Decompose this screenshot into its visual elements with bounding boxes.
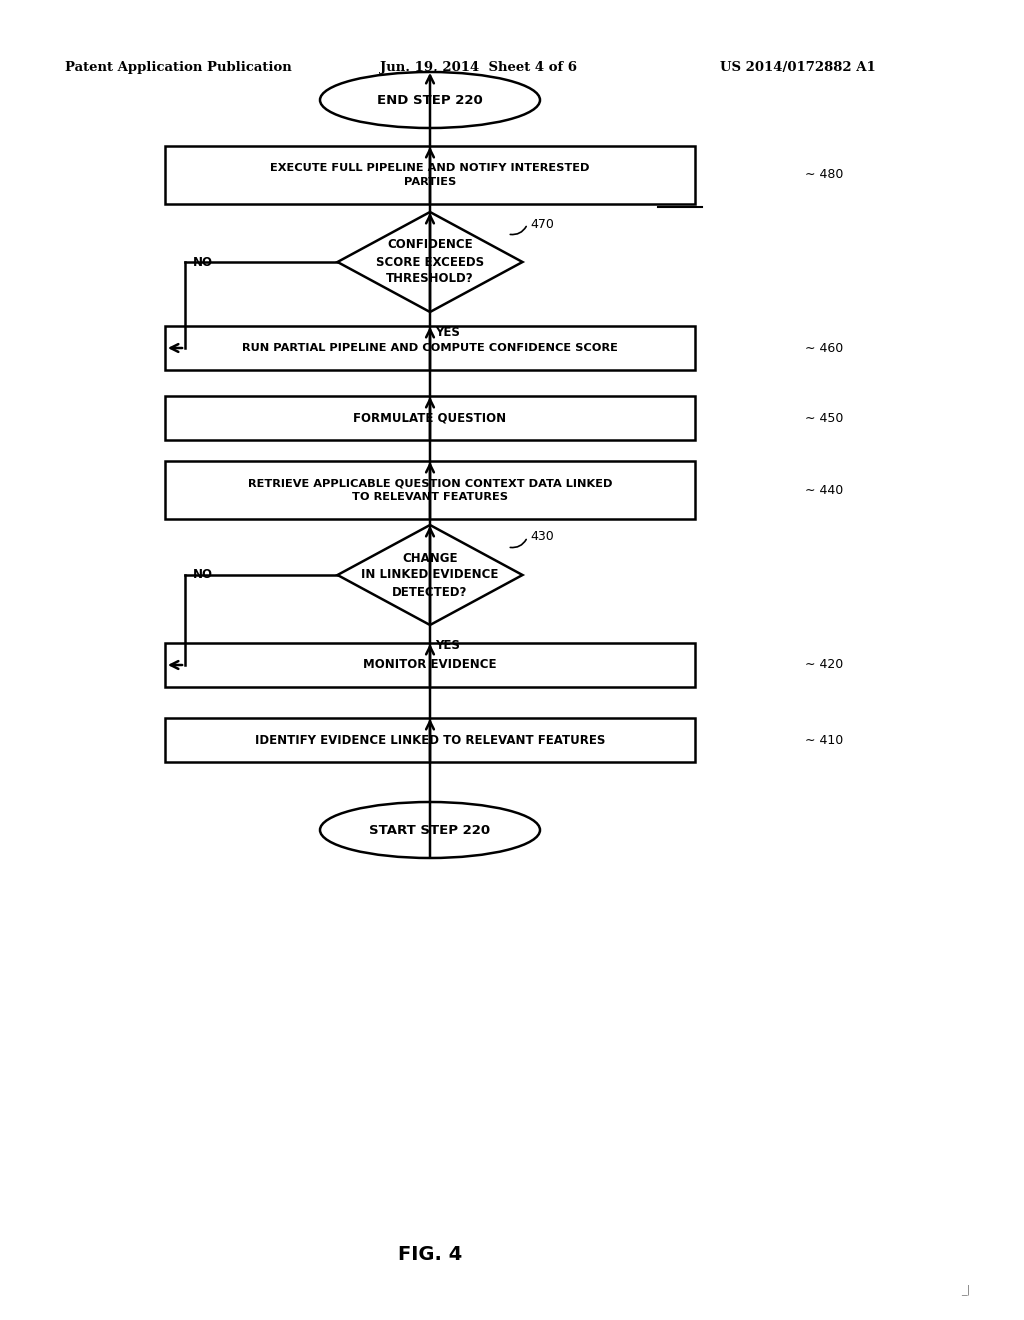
Text: 470: 470 xyxy=(530,218,554,231)
FancyBboxPatch shape xyxy=(165,147,695,205)
Text: RETRIEVE APPLICABLE QUESTION CONTEXT DATA LINKED
TO RELEVANT FEATURES: RETRIEVE APPLICABLE QUESTION CONTEXT DAT… xyxy=(248,478,612,502)
Text: _|: _| xyxy=(961,1284,970,1295)
Text: START STEP 220: START STEP 220 xyxy=(370,824,490,837)
Text: ∼ 480: ∼ 480 xyxy=(805,169,844,181)
FancyBboxPatch shape xyxy=(165,643,695,686)
Text: NO: NO xyxy=(193,569,213,582)
Text: CONFIDENCE
SCORE EXCEEDS
THRESHOLD?: CONFIDENCE SCORE EXCEEDS THRESHOLD? xyxy=(376,239,484,285)
Text: RUN PARTIAL PIPELINE AND COMPUTE CONFIDENCE SCORE: RUN PARTIAL PIPELINE AND COMPUTE CONFIDE… xyxy=(242,343,617,352)
Text: YES: YES xyxy=(435,639,460,652)
Text: ∼ 420: ∼ 420 xyxy=(805,659,843,672)
Text: ∼ 440: ∼ 440 xyxy=(805,483,843,496)
Text: EXECUTE FULL PIPELINE AND NOTIFY INTERESTED
PARTIES: EXECUTE FULL PIPELINE AND NOTIFY INTERES… xyxy=(270,164,590,186)
Text: 400: 400 xyxy=(664,190,696,206)
Text: Patent Application Publication: Patent Application Publication xyxy=(65,62,292,74)
FancyBboxPatch shape xyxy=(165,718,695,762)
Text: NO: NO xyxy=(193,256,213,268)
Ellipse shape xyxy=(319,73,540,128)
Text: MONITOR EVIDENCE: MONITOR EVIDENCE xyxy=(364,659,497,672)
Text: ∼ 410: ∼ 410 xyxy=(805,734,843,747)
FancyBboxPatch shape xyxy=(165,326,695,370)
Text: YES: YES xyxy=(435,326,460,339)
Text: FORMULATE QUESTION: FORMULATE QUESTION xyxy=(353,412,507,425)
FancyBboxPatch shape xyxy=(165,396,695,440)
Text: US 2014/0172882 A1: US 2014/0172882 A1 xyxy=(720,62,876,74)
Polygon shape xyxy=(338,525,522,624)
Text: FIG. 4: FIG. 4 xyxy=(398,1246,462,1265)
Text: ∼ 460: ∼ 460 xyxy=(805,342,843,355)
Text: 430: 430 xyxy=(530,531,554,544)
FancyBboxPatch shape xyxy=(165,461,695,519)
Text: IDENTIFY EVIDENCE LINKED TO RELEVANT FEATURES: IDENTIFY EVIDENCE LINKED TO RELEVANT FEA… xyxy=(255,734,605,747)
Text: CHANGE
IN LINKED EVIDENCE
DETECTED?: CHANGE IN LINKED EVIDENCE DETECTED? xyxy=(361,552,499,598)
Ellipse shape xyxy=(319,803,540,858)
Text: ∼ 450: ∼ 450 xyxy=(805,412,844,425)
Text: END STEP 220: END STEP 220 xyxy=(377,94,483,107)
Text: Jun. 19, 2014  Sheet 4 of 6: Jun. 19, 2014 Sheet 4 of 6 xyxy=(380,62,577,74)
Polygon shape xyxy=(338,213,522,312)
